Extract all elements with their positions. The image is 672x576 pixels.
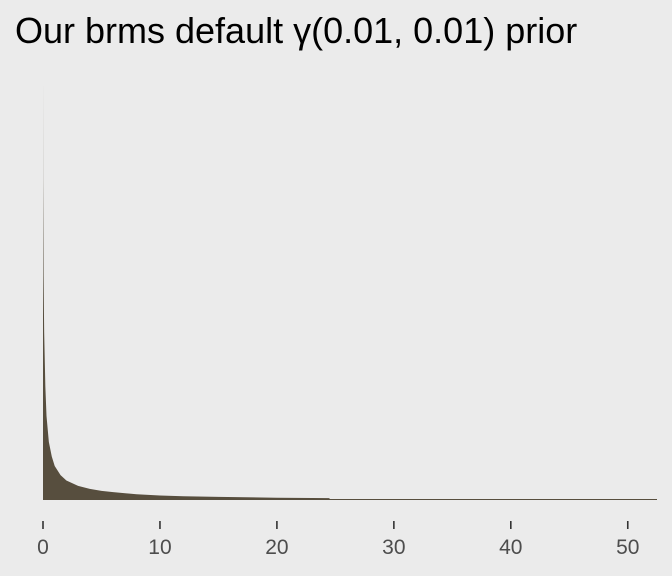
x-tick-label: 0 xyxy=(37,536,49,559)
x-tick-label: 30 xyxy=(382,536,405,559)
density-marks xyxy=(43,86,657,500)
x-tick-label: 50 xyxy=(616,536,639,559)
x-axis: 0 10 20 30 40 50 xyxy=(37,521,639,559)
x-tick-label: 10 xyxy=(148,536,171,559)
x-tick-label: 20 xyxy=(265,536,288,559)
chart-title: Our brms default γ(0.01, 0.01) prior xyxy=(15,10,578,51)
density-area xyxy=(43,86,330,500)
x-tick-label: 40 xyxy=(499,536,522,559)
